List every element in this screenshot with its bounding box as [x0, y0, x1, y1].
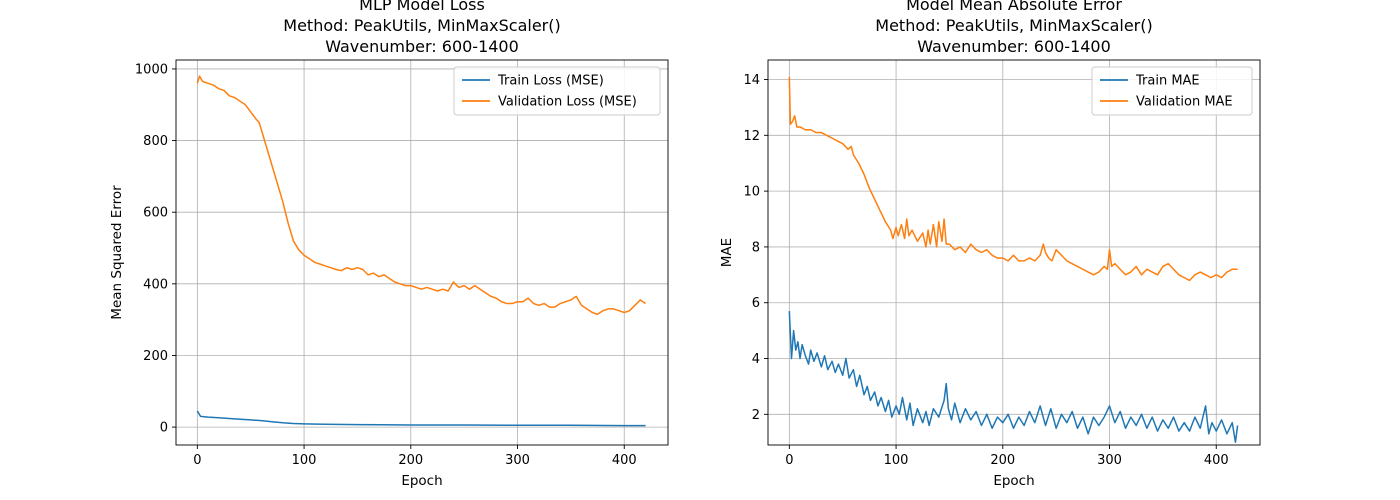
legend-box	[1091, 66, 1253, 116]
y-tick-label: 800	[143, 134, 168, 149]
y-tick-label: 6	[752, 296, 760, 311]
chart-title-line: Wavenumber: 600-1400	[325, 37, 519, 56]
y-tick-label: 600	[143, 206, 168, 221]
y-tick-label: 14	[743, 73, 760, 88]
chart-title-line: Model Mean Absolute Error	[906, 0, 1122, 14]
x-tick-label: 200	[398, 453, 423, 468]
y-tick-label: 400	[143, 277, 168, 292]
series-line-0	[196, 410, 646, 427]
legend-label: Validation MAE	[1136, 95, 1233, 110]
x-tick-label: 100	[884, 453, 909, 468]
legend-label: Train Loss (MSE)	[497, 74, 604, 89]
series-line-0	[788, 311, 1239, 443]
x-tick-label: 400	[1204, 453, 1229, 468]
loss-chart: 0 100 200 300 400 0 200 400 600 800 1000 Epoch Mean …	[109, 0, 669, 489]
y-axis-label: Mean Squared Error	[109, 185, 125, 320]
x-tick-label: 300	[1097, 453, 1122, 468]
y-tick-label: 1000	[135, 62, 168, 77]
y-tick-label: 0	[160, 421, 168, 436]
legend-label: Train MAE	[1135, 74, 1200, 89]
x-tick-label: 400	[612, 453, 637, 468]
chart-title-line: Method: PeakUtils, MinMaxScaler()	[283, 16, 560, 35]
y-tick-label: 10	[743, 185, 760, 200]
x-tick-label: 0	[785, 453, 793, 468]
axes-frame	[175, 59, 669, 446]
mae-chart: 0 100 200 300 400 2 4 6 8 10 12 14 Epoch MAE Model Mea…	[719, 0, 1261, 489]
y-tick-label: 200	[143, 349, 168, 364]
x-axis-label: Epoch	[993, 473, 1034, 489]
chart-title-line: Method: PeakUtils, MinMaxScaler()	[875, 16, 1152, 35]
x-tick-label: 0	[193, 453, 201, 468]
series-line-1	[196, 75, 647, 316]
y-tick-label: 2	[752, 408, 760, 423]
series-line-1	[788, 76, 1238, 282]
y-tick-label: 12	[743, 129, 760, 144]
chart-title-line: MLP Model Loss	[359, 0, 485, 14]
y-tick-label: 4	[752, 352, 760, 367]
y-axis-label: MAE	[719, 238, 735, 267]
axes-frame	[767, 59, 1261, 446]
chart-title-line: Wavenumber: 600-1400	[917, 37, 1111, 56]
x-tick-label: 100	[292, 453, 317, 468]
legend-label: Validation Loss (MSE)	[498, 95, 637, 110]
x-axis-label: Epoch	[401, 473, 442, 489]
y-tick-label: 8	[752, 240, 760, 255]
legend-box	[453, 66, 661, 116]
x-tick-label: 200	[990, 453, 1015, 468]
x-tick-label: 300	[505, 453, 530, 468]
